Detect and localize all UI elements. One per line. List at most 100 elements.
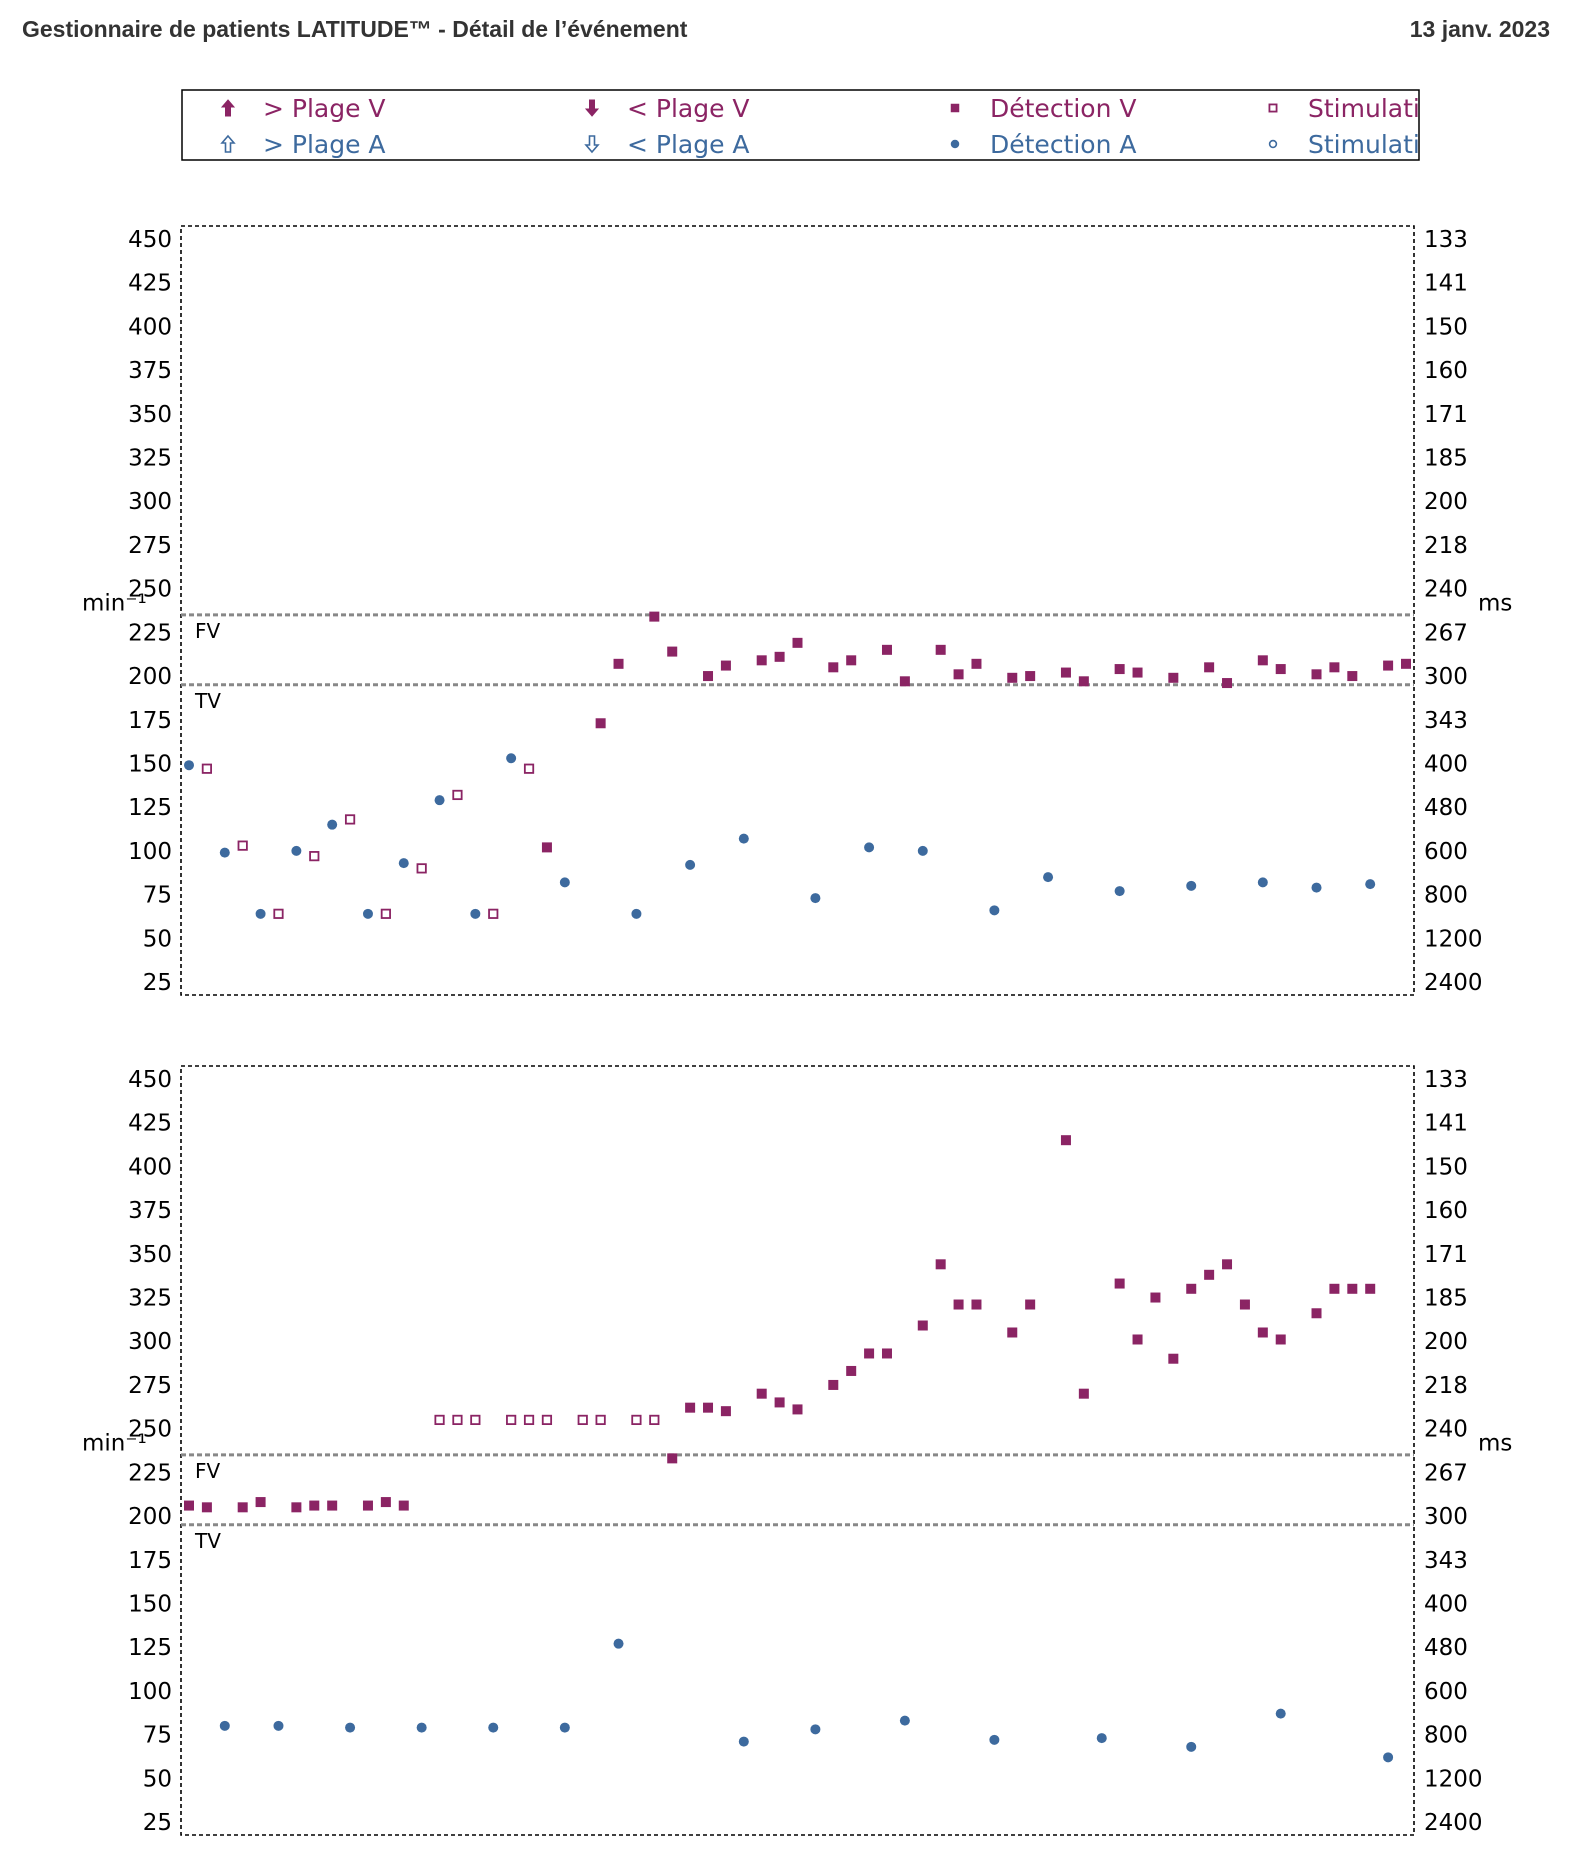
rate-chart-top: 25 50 75 100 125 150 175 200 225 250 275 300 325 350 3… <box>82 225 1512 996</box>
data-point <box>1311 882 1322 893</box>
data-point <box>327 1500 338 1511</box>
data-point <box>971 658 982 669</box>
data-point <box>864 842 875 853</box>
data-point <box>1311 1308 1322 1319</box>
y-tick-right: 240 <box>1424 1417 1468 1443</box>
data-point <box>828 1379 839 1390</box>
plot-frame <box>180 225 1415 996</box>
y-tick-left: 250 <box>128 577 172 603</box>
data-point <box>380 1497 391 1508</box>
data-point <box>201 1502 212 1513</box>
y-tick-left: 375 <box>128 1198 172 1224</box>
y-tick-left: 300 <box>128 1329 172 1355</box>
data-point <box>1383 1752 1394 1763</box>
y-tick-left: 200 <box>128 664 172 690</box>
y-tick-right: 218 <box>1424 533 1468 559</box>
data-point <box>756 1388 767 1399</box>
data-point <box>255 908 266 919</box>
y-tick-left: 150 <box>128 1591 172 1617</box>
data-point <box>810 1724 821 1735</box>
data-point <box>309 1500 320 1511</box>
data-point <box>649 611 660 622</box>
y-axis-label-right: ms <box>1478 591 1512 617</box>
data-point <box>291 1502 302 1513</box>
legend-label: < Plage V <box>627 94 750 123</box>
zone-label: FV <box>195 619 221 643</box>
plot-frame <box>180 1065 1415 1836</box>
data-point <box>1222 1259 1233 1270</box>
y-tick-left: 350 <box>128 1242 172 1268</box>
data-point <box>631 908 642 919</box>
data-point <box>703 671 714 682</box>
y-tick-right: 133 <box>1424 1067 1468 1093</box>
data-point <box>219 847 230 858</box>
legend-label: Détection A <box>990 130 1137 159</box>
y-tick-right: 800 <box>1424 883 1468 909</box>
data-point <box>523 763 535 774</box>
data-point <box>506 753 517 764</box>
y-tick-right: 240 <box>1424 577 1468 603</box>
y-tick-left: 400 <box>128 314 172 340</box>
data-point <box>1025 1299 1036 1310</box>
y-tick-left: 275 <box>128 533 172 559</box>
data-point <box>488 1722 499 1733</box>
data-point <box>1114 1278 1125 1289</box>
data-point <box>667 646 678 657</box>
data-point <box>846 1365 857 1376</box>
data-point <box>577 1414 588 1426</box>
y-tick-right: 480 <box>1424 1635 1468 1661</box>
data-point <box>523 1414 535 1426</box>
y-axis-label-left: min⁻¹ <box>82 591 147 617</box>
data-point <box>237 1502 248 1513</box>
data-point <box>273 908 284 919</box>
data-point <box>1401 658 1411 669</box>
zone-label: TV <box>194 1529 221 1553</box>
y-tick-left: 325 <box>128 446 172 472</box>
data-point <box>703 1402 714 1413</box>
data-point <box>917 845 928 856</box>
y-tick-left: 175 <box>128 708 172 734</box>
data-point <box>1257 877 1268 888</box>
data-point <box>291 845 302 856</box>
data-point <box>720 1406 731 1417</box>
data-point <box>1329 1283 1340 1294</box>
zone-label: TV <box>194 689 221 713</box>
data-point <box>989 905 1000 916</box>
data-point <box>541 842 552 853</box>
legend-frame <box>181 89 1420 161</box>
y-tick-right: 171 <box>1424 402 1468 428</box>
data-point <box>810 893 821 904</box>
data-point <box>1007 672 1018 683</box>
y-tick-right: 185 <box>1424 446 1468 472</box>
data-point <box>685 859 696 870</box>
y-tick-left: 450 <box>128 227 172 253</box>
data-point <box>1222 678 1233 689</box>
y-tick-right: 400 <box>1424 1591 1468 1617</box>
data-point <box>792 1404 803 1415</box>
y-tick-left: 50 <box>143 1766 172 1792</box>
y-tick-left: 200 <box>128 1504 172 1530</box>
data-point <box>380 908 391 919</box>
data-point <box>327 819 338 830</box>
y-tick-left: 100 <box>128 839 172 865</box>
data-point <box>559 1722 570 1733</box>
data-point <box>1257 1327 1268 1338</box>
data-point <box>1114 886 1125 897</box>
y-tick-left: 125 <box>128 795 172 821</box>
data-point <box>864 1348 875 1359</box>
y-tick-left: 250 <box>128 1417 172 1443</box>
data-point <box>1007 1327 1018 1338</box>
data-point <box>881 1348 892 1359</box>
y-tick-right: 160 <box>1424 1198 1468 1224</box>
data-point <box>1168 672 1179 683</box>
data-point <box>792 637 803 648</box>
y-tick-right: 1200 <box>1424 1766 1483 1792</box>
data-point <box>1043 872 1054 883</box>
y-tick-left: 350 <box>128 402 172 428</box>
y-tick-right: 160 <box>1424 358 1468 384</box>
arrow-down-open-icon <box>584 135 600 154</box>
square-open-icon <box>1268 103 1278 113</box>
legend-label: Stimulation V <box>1308 94 1476 123</box>
y-tick-left: 100 <box>128 1679 172 1705</box>
